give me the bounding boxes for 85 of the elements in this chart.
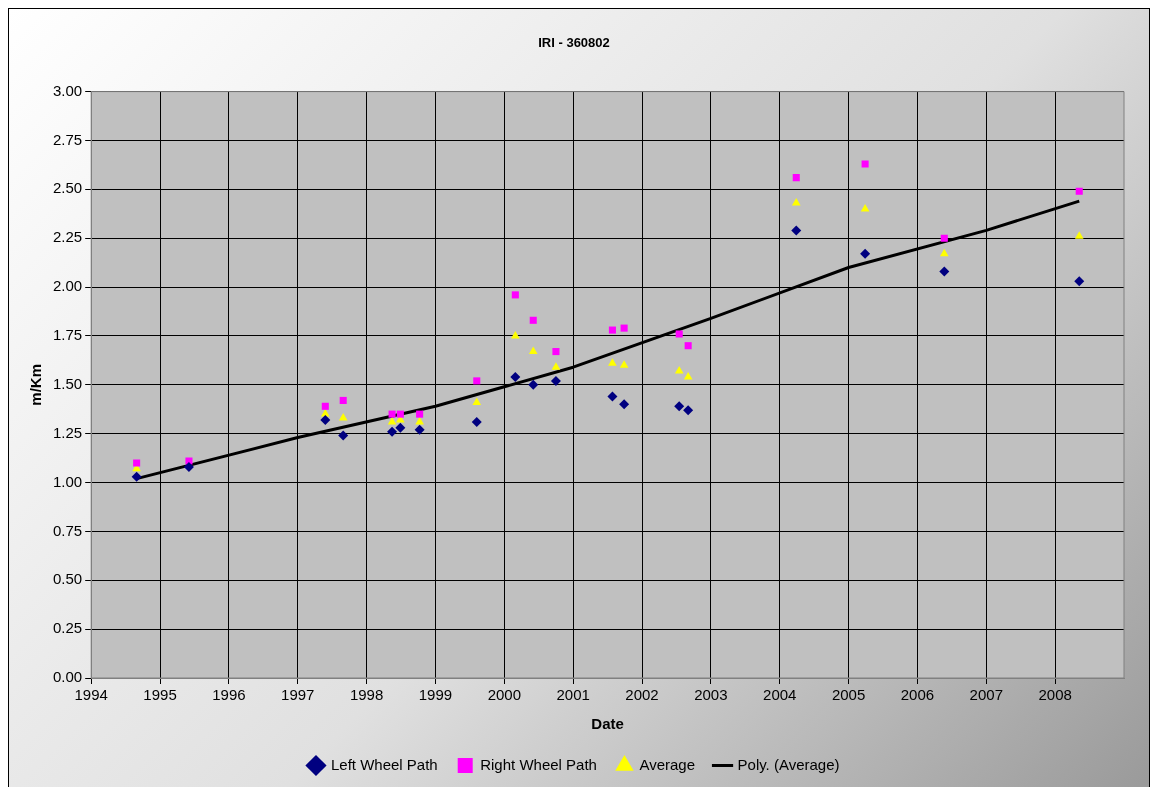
point — [510, 371, 521, 382]
point — [607, 391, 618, 402]
x-tick-label: 2004 — [763, 686, 797, 704]
point — [528, 379, 539, 390]
point — [939, 266, 950, 277]
legend-label: Average — [639, 755, 696, 773]
point — [131, 471, 142, 482]
point — [414, 424, 425, 435]
point — [619, 399, 630, 410]
y-tick-label: 1.25 — [52, 423, 83, 441]
y-tick-label: 1.50 — [52, 374, 83, 392]
x-tick-label: 2008 — [1038, 686, 1072, 704]
x-tick-label: 2005 — [831, 686, 866, 704]
point — [550, 375, 561, 386]
y-tick-label: 2.50 — [52, 179, 83, 197]
x-tick-label: 2006 — [900, 686, 935, 704]
y-tick-label: 2.00 — [52, 277, 83, 295]
y-tick-label: 2.25 — [52, 228, 83, 246]
y-axis-title: m/Km — [27, 363, 45, 406]
point — [473, 377, 481, 385]
point — [339, 396, 347, 404]
y-tick-label: 3.00 — [52, 81, 83, 99]
point — [338, 430, 349, 441]
point — [674, 401, 685, 412]
point — [940, 234, 948, 242]
chart-title: IRI - 360802 — [538, 35, 610, 51]
point — [416, 410, 424, 418]
x-tick-label: 1997 — [281, 686, 315, 704]
y-tick-label: 2.75 — [52, 130, 83, 148]
point — [792, 174, 800, 182]
point — [395, 422, 406, 433]
point — [320, 414, 331, 425]
x-tick-label: 2000 — [487, 686, 521, 704]
point — [1075, 187, 1083, 195]
x-tick-label: 2003 — [694, 686, 728, 704]
x-axis-title: Date — [591, 715, 624, 733]
point — [511, 330, 520, 339]
point — [321, 402, 329, 410]
point — [860, 203, 870, 212]
x-tick-label: 1995 — [143, 686, 177, 704]
point — [860, 248, 871, 259]
point — [619, 360, 629, 368]
point — [674, 366, 684, 374]
point — [528, 346, 538, 355]
point — [471, 416, 482, 427]
point — [387, 426, 398, 437]
legend-label: Left Wheel Path — [330, 755, 438, 773]
x-tick-label: 2001 — [556, 686, 590, 704]
point — [511, 291, 519, 299]
point — [551, 362, 561, 370]
point — [396, 410, 404, 418]
point — [133, 459, 141, 467]
y-tick-label: 1.75 — [52, 326, 83, 344]
y-tick-label: 0.25 — [52, 619, 83, 637]
y-tick-label: 0.50 — [52, 570, 83, 588]
x-tick-label: 1996 — [212, 686, 246, 704]
point — [472, 397, 482, 405]
x-tick-label: 2002 — [625, 686, 659, 704]
legend-label: Right Wheel Path — [480, 755, 597, 773]
point — [608, 326, 616, 334]
point — [1074, 231, 1084, 239]
point — [338, 413, 348, 421]
point — [939, 248, 949, 257]
y-tick-label: 0.75 — [52, 521, 83, 539]
point — [620, 324, 628, 332]
point — [529, 316, 537, 324]
x-tick-label: 1994 — [74, 686, 108, 704]
point — [675, 330, 683, 338]
x-tick-label: 1999 — [418, 686, 453, 704]
point — [791, 198, 801, 206]
point — [683, 405, 694, 416]
point — [387, 416, 397, 425]
x-tick-label: 2007 — [969, 686, 1003, 704]
point — [684, 342, 692, 350]
point — [388, 410, 396, 418]
point — [1074, 276, 1085, 287]
y-tick-label: 0.00 — [52, 668, 83, 686]
point — [861, 160, 869, 168]
x-tick-label: 1998 — [349, 686, 384, 704]
y-tick-label: 1.00 — [52, 472, 83, 490]
point — [552, 348, 560, 356]
point — [608, 358, 617, 366]
point — [183, 461, 194, 472]
point — [791, 225, 802, 236]
legend-label: Poly. (Average) — [737, 755, 840, 773]
